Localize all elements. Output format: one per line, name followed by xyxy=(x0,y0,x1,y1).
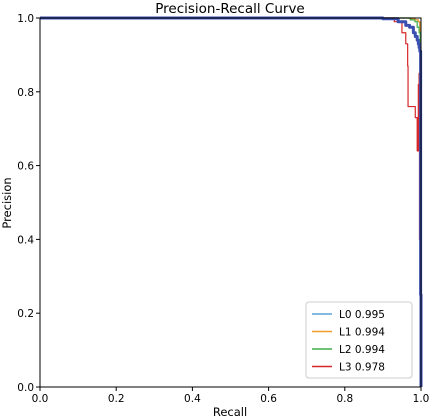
y-tick-label: 0.8 xyxy=(17,87,34,99)
legend-box xyxy=(305,301,413,379)
legend-label: L0 0.995 xyxy=(339,309,385,321)
y-tick-label: 0.2 xyxy=(17,308,34,320)
x-axis-label: Recall xyxy=(213,405,247,419)
plot-frame xyxy=(39,17,422,388)
y-tick-label: 1.0 xyxy=(17,13,34,25)
y-tick-label: 0.0 xyxy=(17,382,34,394)
x-tick-label: 0.8 xyxy=(336,393,353,405)
x-tick-label: 1.0 xyxy=(413,393,430,405)
y-axis-label: Precision xyxy=(0,177,14,228)
legend-label: L1 0.994 xyxy=(339,327,385,339)
legend: L0 0.995 L1 0.994 L2 0.994 L3 0.978 xyxy=(305,301,413,379)
y-tick-label: 0.6 xyxy=(17,161,34,173)
series-line-aggregate xyxy=(40,16,423,387)
chart-title: Precision-Recall Curve xyxy=(155,1,305,17)
x-tick-label: 0.4 xyxy=(184,393,201,405)
y-tick-label: 0.4 xyxy=(17,234,34,246)
x-tick-label: 0.6 xyxy=(260,393,277,405)
x-tick-label: 0.0 xyxy=(32,393,49,405)
axis-ticks: 0.0 0.2 0.4 0.6 0.8 1.0 0.0 0.2 0.4 0.6 0.8 1.0 xyxy=(17,13,429,405)
legend-label: L3 0.978 xyxy=(339,362,385,374)
x-tick-label: 0.2 xyxy=(108,393,125,405)
legend-label: L2 0.994 xyxy=(339,344,385,356)
